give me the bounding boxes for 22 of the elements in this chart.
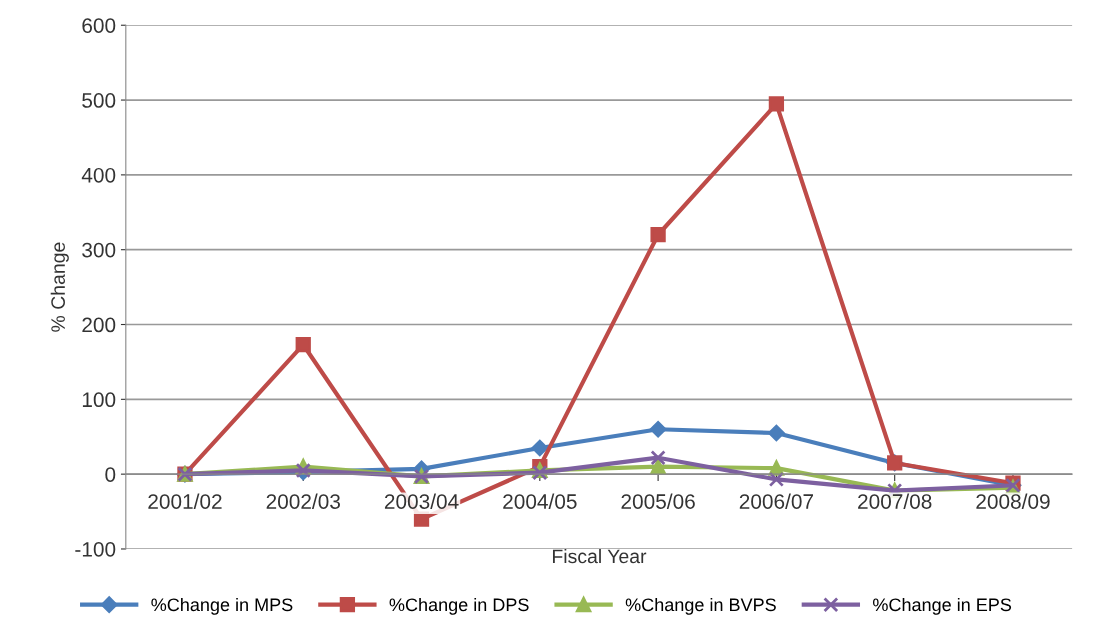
x-tick-label: 2007/08 (858, 493, 932, 509)
y-tick-label: 300 (82, 242, 116, 258)
x-tick-label: 2003/04 (384, 493, 459, 509)
y-tick-label: 0 (105, 467, 116, 482)
y-tick-label: 500 (82, 93, 116, 108)
y-axis-title: % Change (50, 242, 69, 332)
x-tick-label: 2001/02 (148, 493, 222, 509)
legend-label: %Change in EPS (873, 597, 1012, 615)
x-axis-title: Fiscal Year (552, 548, 647, 564)
x-tick-label: 2008/09 (976, 493, 1050, 509)
y-tick-label: 100 (82, 392, 116, 408)
legend-label: %Change in BVPS (625, 597, 776, 615)
x-tick-label: 2005/06 (621, 493, 695, 509)
x-tick-label: 2006/07 (739, 493, 814, 509)
x-tick-label: 2004/05 (503, 493, 577, 509)
y-tick-label: 200 (82, 317, 116, 333)
y-tick-label: 600 (82, 18, 116, 33)
y-tick-label: 400 (81, 167, 116, 183)
x-tick-label: 2002/03 (266, 493, 340, 509)
legend-label: %Change in DPS (389, 597, 529, 615)
legend-label: %Change in MPS (151, 597, 293, 615)
y-tick-label: -100 (75, 541, 116, 557)
